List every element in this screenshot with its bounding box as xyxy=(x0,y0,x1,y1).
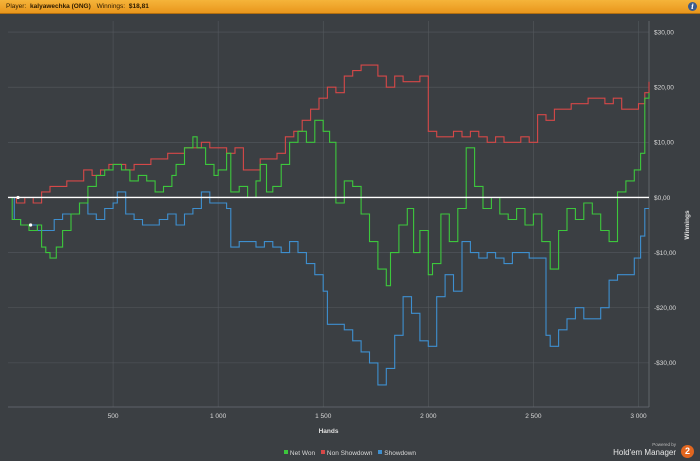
legend-label-showdown: Showdown xyxy=(384,450,417,457)
legend-item-non-showdown[interactable]: Non Showdown xyxy=(320,449,373,459)
x-axis-title: Hands xyxy=(319,428,339,435)
y-tick-label: $10,00 xyxy=(654,140,674,147)
player-label: Player: xyxy=(6,3,27,10)
hm2-logo-icon: 2 xyxy=(681,445,694,458)
winnings-graph: 500 1 000 1 500 2 000 2 500 3 000 $30,00 $20,00… xyxy=(8,21,691,435)
powered-by-branding: Powered by Hold'em Manager 2 xyxy=(613,440,694,460)
brand-name: Hold'em Manager xyxy=(613,448,676,457)
legend-swatch-net-won xyxy=(283,450,288,455)
series-line-non-showdown xyxy=(8,64,650,204)
y-tick-label: $20,00 xyxy=(654,84,674,91)
winnings-value: $18,81 xyxy=(128,3,149,10)
legend-label-non-showdown: Non Showdown xyxy=(326,450,373,457)
x-tick-label: 500 xyxy=(108,413,119,420)
y-tick-label: $30,00 xyxy=(654,29,674,36)
legend-label-net-won: Net Won xyxy=(289,450,316,457)
start-marker-low xyxy=(29,223,33,227)
legend-item-net-won[interactable]: Net Won xyxy=(283,449,316,459)
powered-by-label: Powered by xyxy=(652,442,676,447)
player-header-bar: Player: kalyawechka (ONG) Winnings: $18,… xyxy=(0,0,700,14)
info-icon[interactable]: i xyxy=(688,2,697,11)
x-tick-label: 2 500 xyxy=(525,413,542,420)
player-info: Player: kalyawechka (ONG) Winnings: $18,… xyxy=(6,0,153,13)
y-axis-title: Winnings xyxy=(684,210,691,240)
x-tick-label: 1 000 xyxy=(210,413,227,420)
y-tick-label: -$10,00 xyxy=(654,250,676,257)
series-line-showdown xyxy=(8,191,649,386)
start-marker xyxy=(16,195,20,200)
y-tick-label: -$20,00 xyxy=(654,305,676,312)
chart-legend: Net Won Non Showdown Showdown xyxy=(0,449,700,459)
x-tick-label: 3 000 xyxy=(630,413,647,420)
x-tick-label: 1 500 xyxy=(315,413,332,420)
player-name: kalyawechka (ONG) xyxy=(30,3,91,10)
legend-swatch-showdown xyxy=(378,450,383,455)
legend-swatch-non-showdown xyxy=(320,450,325,455)
legend-item-showdown[interactable]: Showdown xyxy=(378,449,416,459)
y-tick-label: -$30,00 xyxy=(654,360,676,367)
series-line-net-won xyxy=(8,92,650,287)
y-tick-label: $0,00 xyxy=(654,195,671,202)
winnings-label: Winnings: xyxy=(96,3,126,10)
x-tick-label: 2 000 xyxy=(420,413,437,420)
